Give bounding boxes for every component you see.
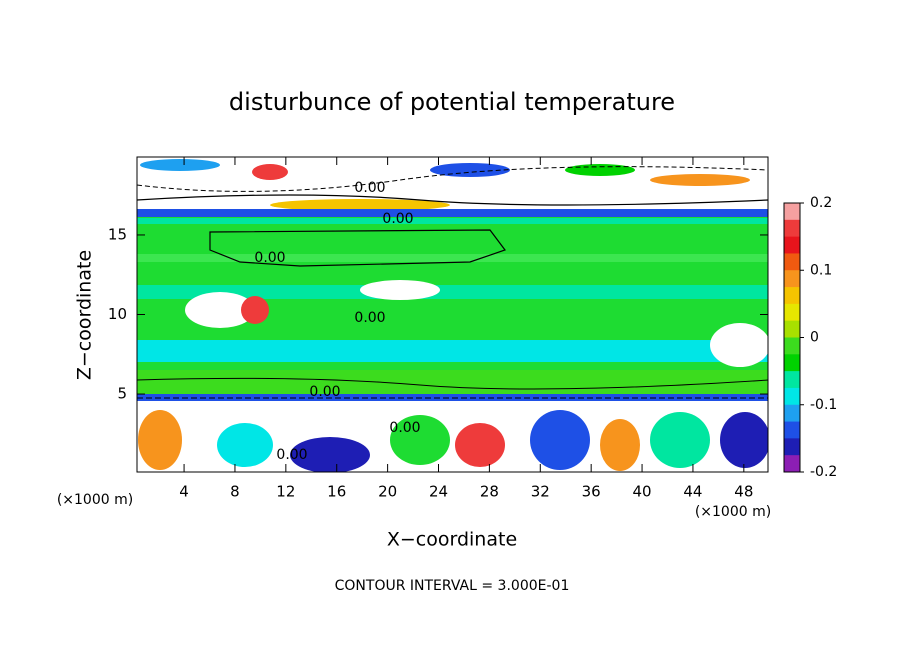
colorbar-swatch [784, 438, 800, 456]
colorbar-tick-label: 0 [810, 330, 819, 346]
contour-label: 0.00 [382, 211, 413, 227]
colorbar-tick-label: 0.2 [810, 195, 832, 211]
chart-title: disturbunce of potential temperature [229, 88, 675, 116]
field-patch [137, 340, 768, 362]
field [137, 157, 768, 472]
field-patch [390, 415, 450, 465]
field-patch [565, 164, 635, 176]
x-unit-label: (×1000 m) [57, 492, 133, 508]
colorbar-swatch [784, 387, 800, 406]
contour-label: 0.00 [254, 250, 285, 266]
field-patch [217, 423, 273, 467]
field-patch [710, 323, 768, 367]
colorbar-swatch [784, 287, 800, 305]
colorbar-tick-label: -0.2 [810, 464, 837, 480]
field-patch [252, 164, 288, 180]
colorbar-tick-label: 0.1 [810, 262, 832, 278]
field-patch [650, 174, 750, 186]
x-tick-label: 40 [633, 483, 652, 501]
field-patch [137, 254, 768, 262]
x-tick-label: 20 [378, 483, 397, 501]
contour-label: 0.00 [276, 447, 307, 463]
x-tick-label: 28 [480, 483, 499, 501]
field-patch [241, 296, 269, 324]
contour-label: 0.00 [354, 180, 385, 196]
x-tick-label: 48 [734, 483, 753, 501]
colorbar-swatch [784, 236, 800, 254]
colorbar-swatch [784, 404, 800, 423]
field-patch [185, 292, 255, 328]
field-patch [720, 412, 768, 468]
colorbar-swatch [784, 455, 800, 473]
contour-label: 0.00 [309, 384, 340, 400]
y-tick-label: 10 [108, 305, 127, 323]
colorbar-swatch [784, 203, 800, 221]
contour-line [137, 194, 768, 206]
x-tick-label: 16 [327, 483, 346, 501]
contour-line [209, 229, 506, 267]
colorbar-swatch [784, 354, 800, 372]
field-patch [140, 159, 220, 171]
x-tick-label: 32 [531, 483, 550, 501]
colorbar-swatch [784, 320, 800, 338]
colorbar-swatch [784, 303, 800, 322]
field-patch [137, 285, 768, 299]
field-patch [137, 218, 768, 224]
contour-label: 0.00 [354, 310, 385, 326]
y-axis-label: Z−coordinate [74, 250, 96, 380]
colorbar-swatch [784, 253, 800, 271]
colorbar-swatch [784, 371, 800, 389]
contour-line [137, 377, 768, 390]
footer-note: CONTOUR INTERVAL = 3.000E-01 [335, 578, 570, 594]
colorbar-swatch [784, 270, 800, 288]
y-tick-label: 5 [117, 385, 127, 403]
x-tick-label: 8 [230, 483, 240, 501]
x-tick-label: 12 [276, 483, 295, 501]
x-tick-label: 24 [429, 483, 448, 501]
field-patch [270, 199, 450, 211]
x-tick-label: 36 [582, 483, 601, 501]
x-axis-label: X−coordinate [387, 529, 517, 551]
colorbar-swatch [784, 219, 800, 238]
colorbar-swatch [784, 421, 800, 439]
contour-line [137, 166, 768, 192]
x-tick-label: 44 [683, 483, 702, 501]
field-patch [137, 209, 768, 217]
field-patch [430, 163, 510, 177]
field-patch [455, 423, 505, 467]
contour-label: 0.00 [389, 420, 420, 436]
y-tick-label: 15 [108, 225, 127, 243]
x-tick-label: 4 [179, 483, 189, 501]
field-patch [650, 412, 710, 468]
field-patch [290, 437, 370, 472]
colorbar-swatch [784, 337, 800, 355]
field-patch [530, 410, 590, 470]
colorbar-tick-label: -0.1 [810, 397, 837, 413]
field-patch [600, 419, 640, 471]
field-patch [138, 410, 182, 470]
x-unit-label: (×1000 m) [695, 504, 771, 520]
field-patch [137, 370, 768, 394]
field-patch [360, 280, 440, 300]
